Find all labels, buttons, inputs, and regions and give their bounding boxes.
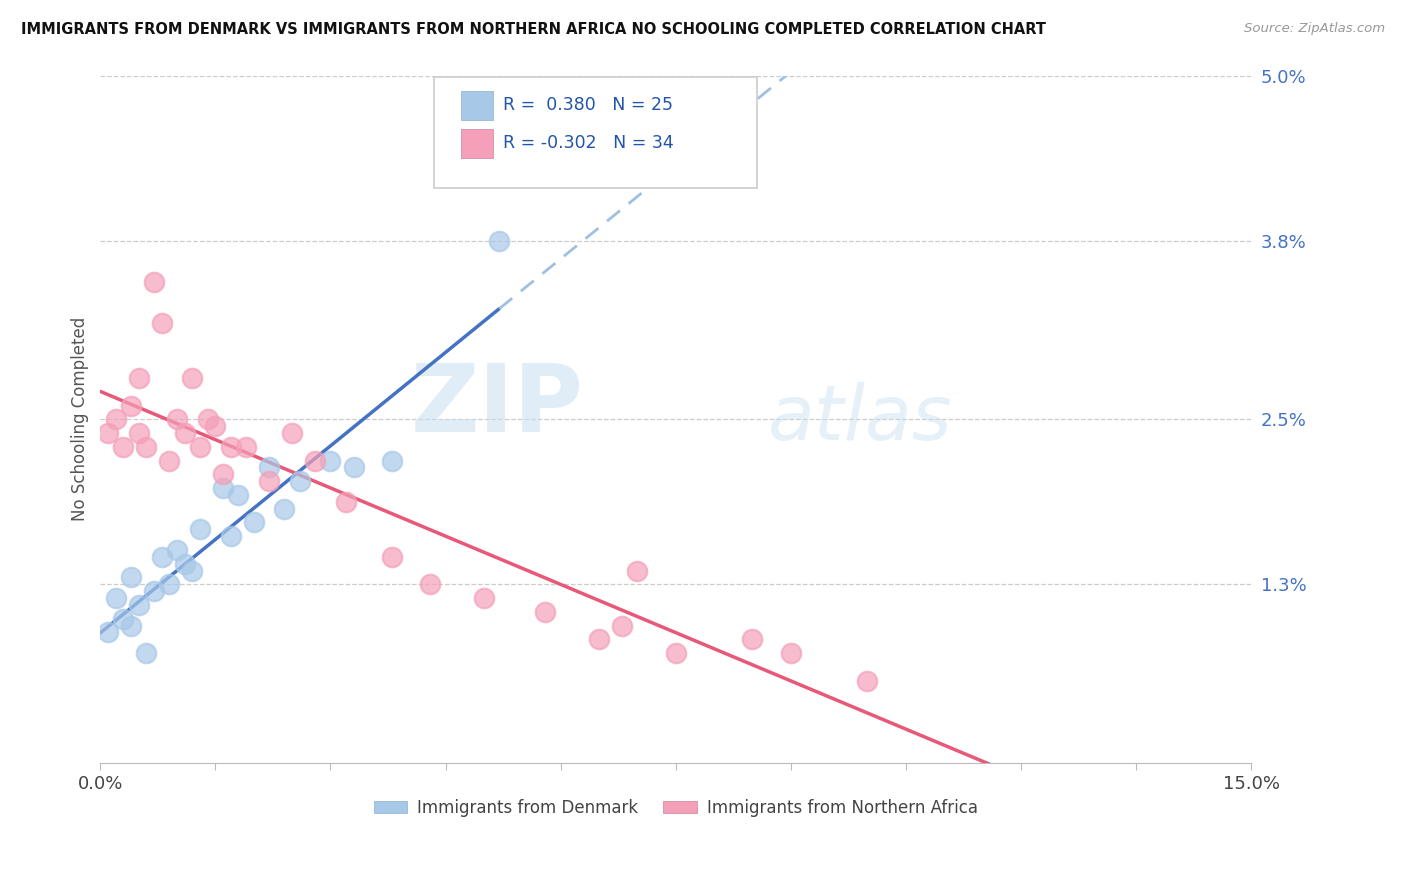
Point bbox=[112, 612, 135, 626]
Point bbox=[335, 495, 357, 509]
Point bbox=[381, 453, 404, 467]
Point bbox=[120, 618, 142, 632]
Point bbox=[235, 440, 257, 454]
Point bbox=[319, 453, 342, 467]
Point bbox=[273, 501, 295, 516]
Point bbox=[257, 474, 280, 488]
Point bbox=[120, 399, 142, 413]
Point bbox=[128, 598, 150, 612]
Point bbox=[212, 467, 235, 482]
Text: atlas: atlas bbox=[768, 383, 952, 457]
Point bbox=[120, 570, 142, 584]
Point bbox=[135, 440, 157, 454]
Text: R =  0.380   N = 25: R = 0.380 N = 25 bbox=[503, 96, 673, 114]
Point bbox=[419, 577, 441, 591]
Point bbox=[779, 646, 801, 660]
Point bbox=[856, 673, 879, 688]
Point bbox=[342, 460, 364, 475]
Legend: Immigrants from Denmark, Immigrants from Northern Africa: Immigrants from Denmark, Immigrants from… bbox=[367, 792, 984, 823]
Point bbox=[188, 440, 211, 454]
Text: IMMIGRANTS FROM DENMARK VS IMMIGRANTS FROM NORTHERN AFRICA NO SCHOOLING COMPLETE: IMMIGRANTS FROM DENMARK VS IMMIGRANTS FR… bbox=[21, 22, 1046, 37]
Point bbox=[212, 481, 235, 495]
Point bbox=[128, 371, 150, 385]
Point bbox=[181, 371, 204, 385]
Point bbox=[281, 426, 304, 441]
Point bbox=[104, 591, 127, 606]
Point bbox=[143, 275, 166, 289]
Point bbox=[257, 460, 280, 475]
Point bbox=[97, 426, 120, 441]
Point bbox=[534, 605, 557, 619]
Point bbox=[219, 529, 242, 543]
Point bbox=[197, 412, 219, 426]
Text: R = -0.302   N = 34: R = -0.302 N = 34 bbox=[503, 134, 673, 152]
Point bbox=[488, 234, 510, 248]
Point bbox=[157, 453, 180, 467]
FancyBboxPatch shape bbox=[461, 129, 492, 158]
Point bbox=[150, 316, 173, 330]
Point bbox=[626, 564, 648, 578]
Point bbox=[610, 618, 633, 632]
Point bbox=[219, 440, 242, 454]
Point bbox=[173, 557, 195, 571]
Point bbox=[665, 646, 688, 660]
Point bbox=[204, 419, 226, 434]
Point bbox=[181, 564, 204, 578]
Point bbox=[112, 440, 135, 454]
Point bbox=[288, 474, 311, 488]
Y-axis label: No Schooling Completed: No Schooling Completed bbox=[72, 318, 89, 522]
Text: ZIP: ZIP bbox=[411, 359, 583, 451]
Point bbox=[104, 412, 127, 426]
Point bbox=[304, 453, 326, 467]
FancyBboxPatch shape bbox=[461, 91, 492, 120]
Point bbox=[135, 646, 157, 660]
Point bbox=[741, 632, 763, 647]
Point bbox=[166, 543, 188, 558]
Point bbox=[166, 412, 188, 426]
Point bbox=[143, 584, 166, 599]
Point bbox=[150, 549, 173, 564]
Point bbox=[381, 549, 404, 564]
Point bbox=[228, 488, 250, 502]
Point bbox=[472, 591, 495, 606]
FancyBboxPatch shape bbox=[434, 77, 758, 187]
Point bbox=[173, 426, 195, 441]
Point bbox=[588, 632, 610, 647]
Point bbox=[157, 577, 180, 591]
Text: Source: ZipAtlas.com: Source: ZipAtlas.com bbox=[1244, 22, 1385, 36]
Point bbox=[188, 522, 211, 536]
Point bbox=[97, 625, 120, 640]
Point bbox=[242, 516, 264, 530]
Point bbox=[128, 426, 150, 441]
